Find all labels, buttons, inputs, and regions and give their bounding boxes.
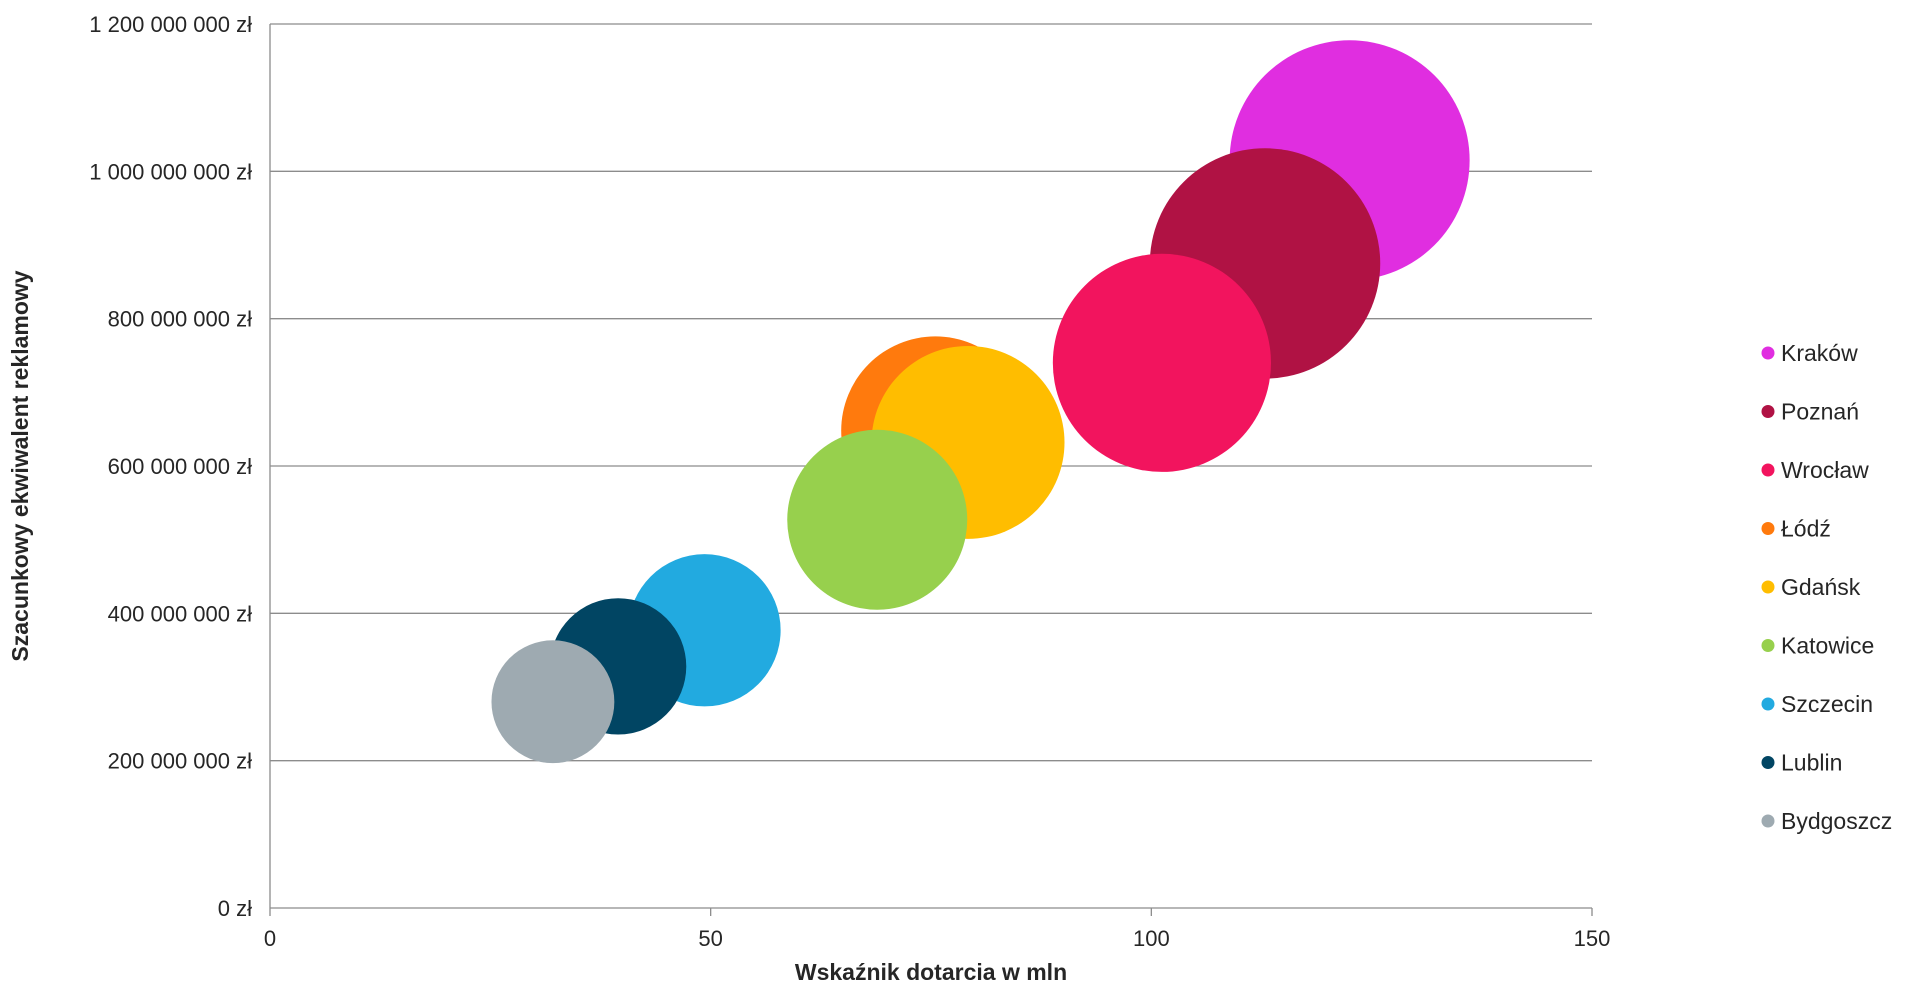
y-tick-label: 1 000 000 000 zł — [89, 159, 252, 184]
legend-marker — [1761, 756, 1775, 769]
legend-item: Bydgoszcz — [1761, 808, 1892, 834]
bubble-wrocław — [1052, 253, 1271, 472]
x-tick-label: 0 — [264, 926, 276, 951]
y-tick-label: 200 000 000 zł — [108, 749, 252, 774]
y-tick-labels: 0 zł 200 000 000 zł 400 000 000 zł 600 000 … — [89, 12, 252, 921]
x-tick-label: 50 — [698, 926, 722, 951]
legend-marker — [1761, 463, 1775, 477]
legend: Kraków Poznań Wrocław Łódź Gdańsk Katowice Szc… — [1761, 340, 1892, 834]
x-axis-title: Wskaźnik dotarcia w mln — [795, 959, 1067, 985]
axes — [269, 24, 1592, 909]
legend-marker — [1761, 639, 1775, 652]
legend-item: Wrocław — [1761, 457, 1869, 483]
legend-marker — [1761, 697, 1775, 711]
y-tick-label: 1 200 000 000 zł — [89, 12, 252, 37]
legend-label: Katowice — [1781, 633, 1874, 659]
y-tick-label: 600 000 000 zł — [108, 454, 252, 479]
legend-label: Szczecin — [1781, 691, 1873, 717]
bubbles — [491, 40, 1470, 764]
x-tick-label: 150 — [1574, 926, 1611, 951]
x-tick-labels: 0 50 100 150 — [264, 908, 1610, 951]
legend-item: Lublin — [1761, 750, 1842, 776]
legend-item: Katowice — [1761, 633, 1874, 659]
legend-marker — [1761, 580, 1775, 594]
legend-marker — [1761, 346, 1775, 360]
legend-item: Łódź — [1761, 516, 1831, 542]
legend-label: Łódź — [1781, 516, 1831, 542]
legend-marker — [1761, 405, 1775, 418]
bubble-katowice — [787, 429, 968, 610]
legend-item: Szczecin — [1761, 691, 1873, 717]
legend-label: Kraków — [1781, 340, 1858, 366]
legend-marker — [1761, 522, 1775, 535]
legend-item: Kraków — [1761, 340, 1858, 366]
legend-label: Lublin — [1781, 750, 1842, 776]
legend-marker — [1761, 814, 1775, 828]
legend-item: Poznań — [1761, 399, 1859, 425]
x-tick-label: 100 — [1133, 926, 1170, 951]
y-tick-label: 0 zł — [218, 896, 252, 921]
y-tick-label: 800 000 000 zł — [108, 307, 252, 332]
legend-label: Wrocław — [1781, 457, 1869, 483]
y-tick-label: 400 000 000 zł — [108, 601, 252, 626]
bubble-bydgoszcz — [491, 640, 615, 764]
y-axis-title: Szacunkowy ekwiwalent reklamowy — [7, 270, 33, 661]
legend-label: Gdańsk — [1781, 574, 1861, 600]
legend-label: Bydgoszcz — [1781, 808, 1892, 834]
legend-item: Gdańsk — [1761, 574, 1861, 600]
legend-label: Poznań — [1781, 399, 1859, 425]
